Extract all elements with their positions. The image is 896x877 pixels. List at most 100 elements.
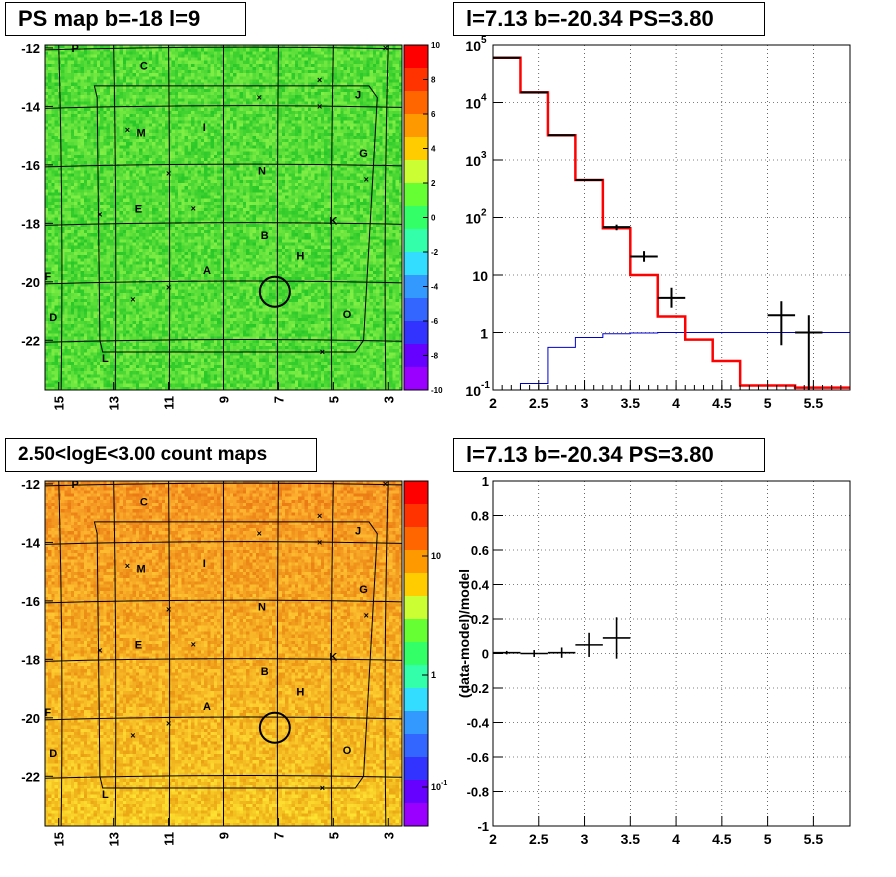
colorbar-tick-label: -10 bbox=[431, 386, 443, 395]
grid-meridian bbox=[113, 44, 117, 391]
x-tick-label: 5 bbox=[764, 395, 772, 411]
grid-meridian bbox=[330, 44, 334, 391]
colorbar-tick-label: 1 bbox=[431, 670, 436, 680]
y-tick-label: 10 bbox=[465, 38, 481, 54]
grid-meridian bbox=[384, 44, 389, 391]
count-map-panel: P C J M I G N E K B H A F D O L × × × × × × × × × × × × -12 -14 -16 -18… bbox=[0, 436, 448, 872]
colorbar-tick-label: 4 bbox=[431, 145, 436, 154]
source-label-A: A bbox=[203, 265, 211, 277]
x-tick-label: 15 bbox=[52, 832, 67, 846]
source-label-H: H bbox=[296, 251, 304, 263]
y-tick-exponent: 4 bbox=[481, 93, 487, 104]
y-tick-label: -0.6 bbox=[467, 750, 489, 765]
colorbar-band bbox=[404, 550, 428, 574]
colorbar-band bbox=[404, 665, 428, 689]
x-tick-label: 3 bbox=[581, 395, 589, 411]
source-cross: × bbox=[383, 43, 388, 53]
source-label-N: N bbox=[258, 602, 266, 614]
x-tick-label: 9 bbox=[217, 832, 232, 839]
data-point bbox=[795, 315, 823, 390]
source-label-P: P bbox=[72, 479, 79, 491]
source-label-P: P bbox=[72, 43, 79, 55]
source-label-I: I bbox=[203, 122, 206, 134]
y-tick-exponent: 2 bbox=[481, 208, 487, 219]
source-label-I: I bbox=[203, 558, 206, 570]
colorbar-band bbox=[404, 45, 428, 69]
spectrum-title: l=7.13 b=-20.34 PS=3.80 bbox=[453, 2, 765, 36]
grid-parallel bbox=[44, 541, 403, 545]
y-tick-exponent: 5 bbox=[481, 35, 487, 46]
source-label-B: B bbox=[261, 666, 269, 678]
grid-parallel bbox=[44, 105, 403, 109]
grid-parallel bbox=[44, 658, 403, 662]
residual-point bbox=[575, 632, 603, 657]
source-cross: × bbox=[364, 610, 369, 620]
x-tick-label: 4 bbox=[672, 831, 680, 847]
grid-meridian bbox=[113, 480, 117, 827]
colorbar-tick-label: -6 bbox=[431, 317, 439, 326]
y-tick-label: -0.8 bbox=[467, 785, 489, 800]
residual-point bbox=[602, 617, 631, 659]
y-tick-label: -0.2 bbox=[467, 681, 489, 696]
y-tick-label: 1 bbox=[482, 474, 489, 489]
residual-svg: 2 2.5 3 3.5 4 4.5 5 5.5 1 0.8 0.6 0.4 0.2 0 -0.2 -0.4 -0… bbox=[456, 474, 851, 847]
residual-title: l=7.13 b=-20.34 PS=3.80 bbox=[453, 438, 765, 472]
colorbar-band bbox=[404, 160, 428, 184]
y-tick-label: -1 bbox=[477, 819, 489, 834]
colorbar-band bbox=[404, 757, 428, 781]
source-label-E: E bbox=[135, 204, 142, 216]
colorbar-band bbox=[404, 596, 428, 620]
source-cross: × bbox=[383, 479, 388, 489]
source-label-O: O bbox=[343, 745, 352, 757]
grid-meridian bbox=[58, 44, 63, 391]
y-tick-label: -22 bbox=[21, 769, 40, 784]
x-tick-label: 15 bbox=[52, 396, 67, 410]
source-cross: × bbox=[166, 719, 171, 729]
background-model-line bbox=[493, 332, 850, 391]
y-axis-label: (data-model)/model bbox=[456, 569, 472, 698]
grid-parallel bbox=[44, 280, 403, 285]
colorbar-band bbox=[404, 642, 428, 666]
y-tick-label: 10 bbox=[472, 268, 488, 284]
grid-parallel bbox=[44, 716, 403, 721]
y-tick-label: -12 bbox=[21, 477, 40, 492]
grid-parallel bbox=[44, 222, 403, 226]
y-tick-label: -18 bbox=[21, 652, 40, 667]
grid-parallel bbox=[44, 163, 403, 168]
source-cross: × bbox=[166, 605, 171, 615]
x-tick-label: 5.5 bbox=[804, 831, 824, 847]
x-tick-label: 4.5 bbox=[712, 395, 732, 411]
y-tick-label: 0 bbox=[482, 647, 489, 662]
grid-parallel bbox=[44, 46, 403, 51]
y-tick-label: -14 bbox=[21, 99, 41, 114]
x-tick-label: 7 bbox=[271, 396, 286, 403]
source-label-A: A bbox=[203, 701, 211, 713]
source-cross: × bbox=[97, 646, 102, 656]
colorbar-band bbox=[404, 206, 428, 230]
source-label-G: G bbox=[359, 584, 368, 596]
count-map-title: 2.50<logE<3.00 count maps bbox=[5, 438, 317, 472]
data-point bbox=[657, 287, 686, 308]
y-tick-label: -20 bbox=[21, 711, 40, 726]
source-label-L: L bbox=[102, 789, 109, 801]
colorbar-tick-label: 0 bbox=[431, 214, 436, 223]
colorbar-band bbox=[404, 252, 428, 276]
source-label-K: K bbox=[329, 651, 337, 663]
y-tick-label: -16 bbox=[21, 158, 40, 173]
source-label-D: D bbox=[49, 312, 57, 324]
residual-point bbox=[493, 650, 521, 655]
y-tick-label: 10 bbox=[465, 153, 481, 169]
grid-parallel bbox=[44, 482, 403, 487]
residual-point bbox=[547, 647, 576, 658]
colorbar-band bbox=[404, 780, 428, 804]
colorbar-tick-label: -8 bbox=[431, 352, 439, 361]
colorbar-frame bbox=[403, 480, 429, 827]
colorbar-tick-label: 6 bbox=[431, 110, 436, 119]
colorbar-band bbox=[404, 481, 428, 505]
source-cross: × bbox=[317, 511, 322, 521]
source-label-O: O bbox=[343, 309, 352, 321]
y-tick-label: -20 bbox=[21, 275, 40, 290]
selected-source-circle bbox=[258, 275, 291, 308]
colorbar-band bbox=[404, 183, 428, 207]
x-tick-label: 5 bbox=[326, 832, 341, 839]
